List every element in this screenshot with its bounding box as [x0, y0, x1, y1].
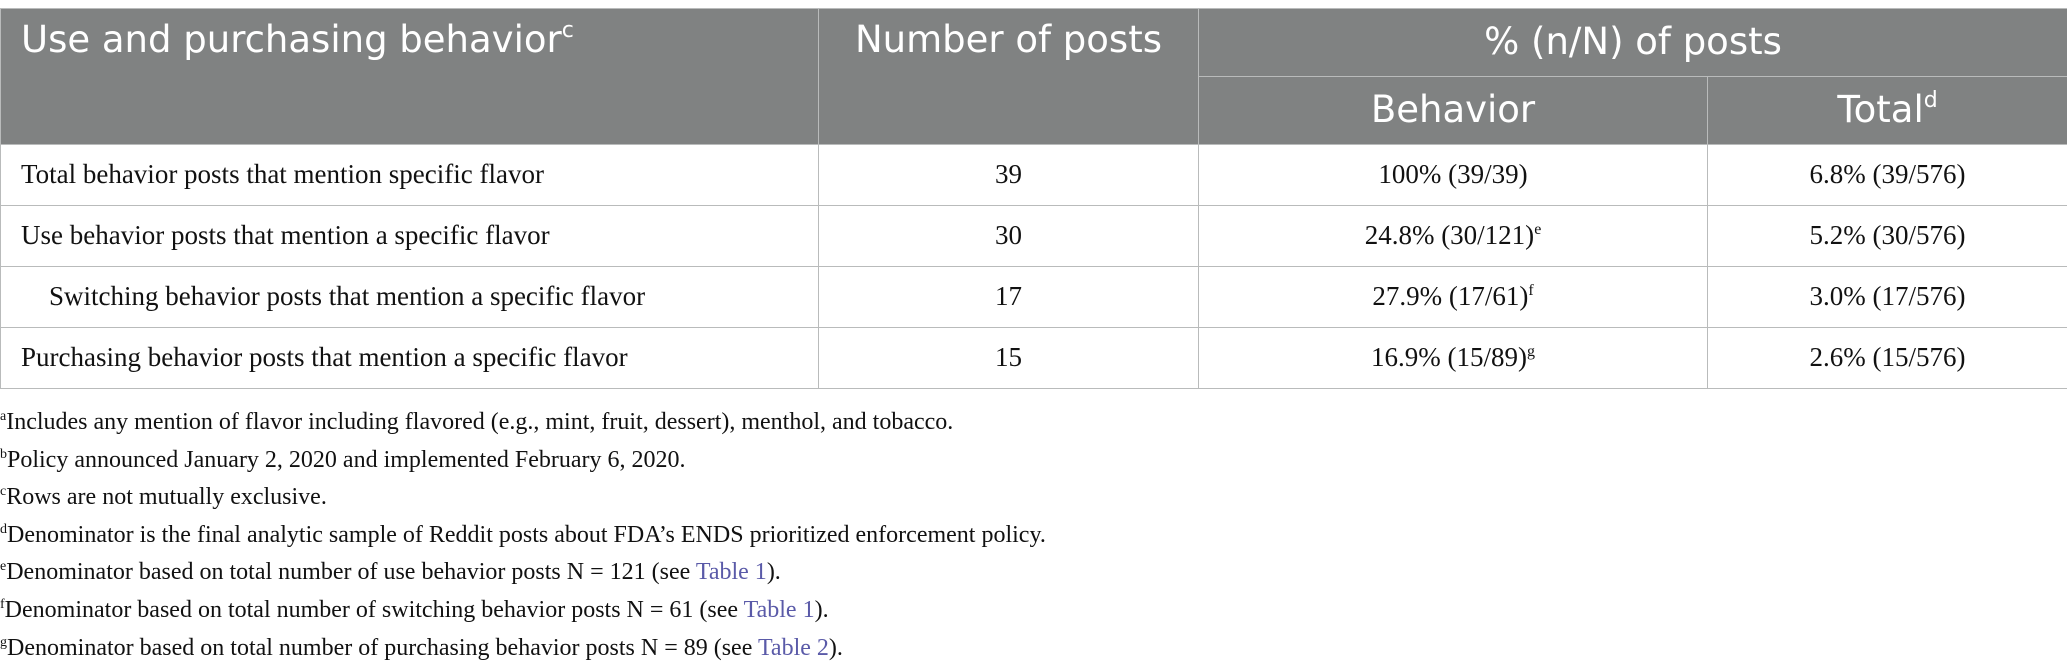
row-behavior-percent: 100% (39/39) [1198, 144, 1708, 206]
table-1-link[interactable]: Table 1 [695, 559, 767, 586]
row-behavior-percent: 24.8% (30/121)e [1198, 205, 1708, 267]
footnote-text: Denominator based on total number of use… [6, 559, 696, 586]
cell-value: 24.8% (30/121) [1364, 220, 1535, 251]
table-container: Use and purchasing behaviorc Number of p… [0, 8, 2067, 389]
cell-value: 16.9% (15/89) [1371, 342, 1527, 373]
footnote-marker: g [1526, 343, 1535, 361]
footnote-text: Rows are not mutually exclusive. [6, 484, 327, 511]
footnote-text: ). [814, 596, 829, 623]
footnote-text: ). [828, 634, 843, 661]
row-behavior-percent: 27.9% (17/61)f [1198, 266, 1708, 328]
footnote-marker: e [1534, 221, 1542, 239]
footnote-marker: c [0, 484, 7, 500]
footnote-text: Includes any mention of flavor including… [6, 409, 954, 435]
row-label: Purchasing behavior posts that mention a… [0, 327, 819, 389]
footnote-f: fDenominator based on total number of sw… [0, 592, 1046, 630]
table-1-link[interactable]: Table 1 [743, 596, 815, 623]
footnote-marker: g [0, 634, 7, 650]
footnote-g: gDenominator based on total number of pu… [0, 630, 1046, 668]
footnote-text: Policy announced January 2, 2020 and imp… [7, 446, 686, 473]
footnote-marker: f [1528, 282, 1534, 300]
cell-value: 27.9% (17/61) [1372, 281, 1529, 312]
row-label: Switching behavior posts that mention a … [0, 266, 819, 328]
footnotes: aIncludes any mention of flavor includin… [0, 404, 1046, 667]
footnote-e: eDenominator based on total number of us… [0, 554, 1046, 592]
footnote-marker: b [0, 446, 7, 462]
footnote-marker: d [0, 521, 7, 537]
row-behavior-percent: 16.9% (15/89)g [1198, 327, 1708, 389]
footnote-marker: d [1923, 87, 1938, 113]
footnote-text: ). [766, 559, 781, 586]
row-total-percent: 2.6% (15/576) [1706, 327, 2067, 389]
footnote-c: cRows are not mutually exclusive. [0, 479, 1046, 517]
row-count: 17 [818, 266, 1199, 328]
table-row: Use behavior posts that mention a specif… [0, 205, 2067, 267]
row-count: 15 [818, 327, 1199, 389]
table-2-link[interactable]: Table 2 [757, 634, 829, 661]
table-row: Total behavior posts that mention specif… [0, 144, 2067, 206]
row-label: Use behavior posts that mention a specif… [0, 205, 819, 267]
header-total: Totald [1706, 76, 2067, 145]
footnote-text: Denominator is the final analytic sample… [7, 521, 1046, 548]
footnote-d: dDenominator is the final analytic sampl… [0, 517, 1046, 555]
row-count: 30 [818, 205, 1199, 267]
row-total-percent: 3.0% (17/576) [1706, 266, 2067, 328]
header-number-of-posts: Number of posts [818, 8, 1199, 145]
table-row: Switching behavior posts that mention a … [0, 266, 2067, 328]
footnote-a: aIncludes any mention of flavor includin… [0, 404, 1046, 442]
cell-value: 100% (39/39) [1378, 159, 1528, 190]
footnote-b: bPolicy announced January 2, 2020 and im… [0, 442, 1046, 480]
header-label: Use and purchasing behavior [21, 18, 562, 61]
footnote-text: Denominator based on total number of pur… [7, 634, 758, 661]
footnote-text: Denominator based on total number of swi… [4, 596, 744, 623]
header-behavior: Behavior [1198, 76, 1708, 145]
header-use-purchasing-behavior: Use and purchasing behaviorc [0, 8, 819, 145]
footnote-marker: e [0, 559, 7, 575]
row-total-percent: 6.8% (39/576) [1706, 144, 2067, 206]
header-label: Total [1837, 88, 1924, 132]
row-label: Total behavior posts that mention specif… [0, 144, 819, 206]
results-table: Use and purchasing behaviorc Number of p… [0, 8, 2067, 389]
header-percent-of-posts: % (n/N) of posts [1197, 8, 2067, 77]
table-row: Purchasing behavior posts that mention a… [0, 327, 2067, 389]
row-count: 39 [818, 144, 1199, 206]
footnote-marker: a [0, 409, 7, 424]
row-total-percent: 5.2% (30/576) [1706, 205, 2067, 267]
footnote-marker: f [0, 596, 5, 612]
footnote-marker: c [561, 17, 574, 43]
